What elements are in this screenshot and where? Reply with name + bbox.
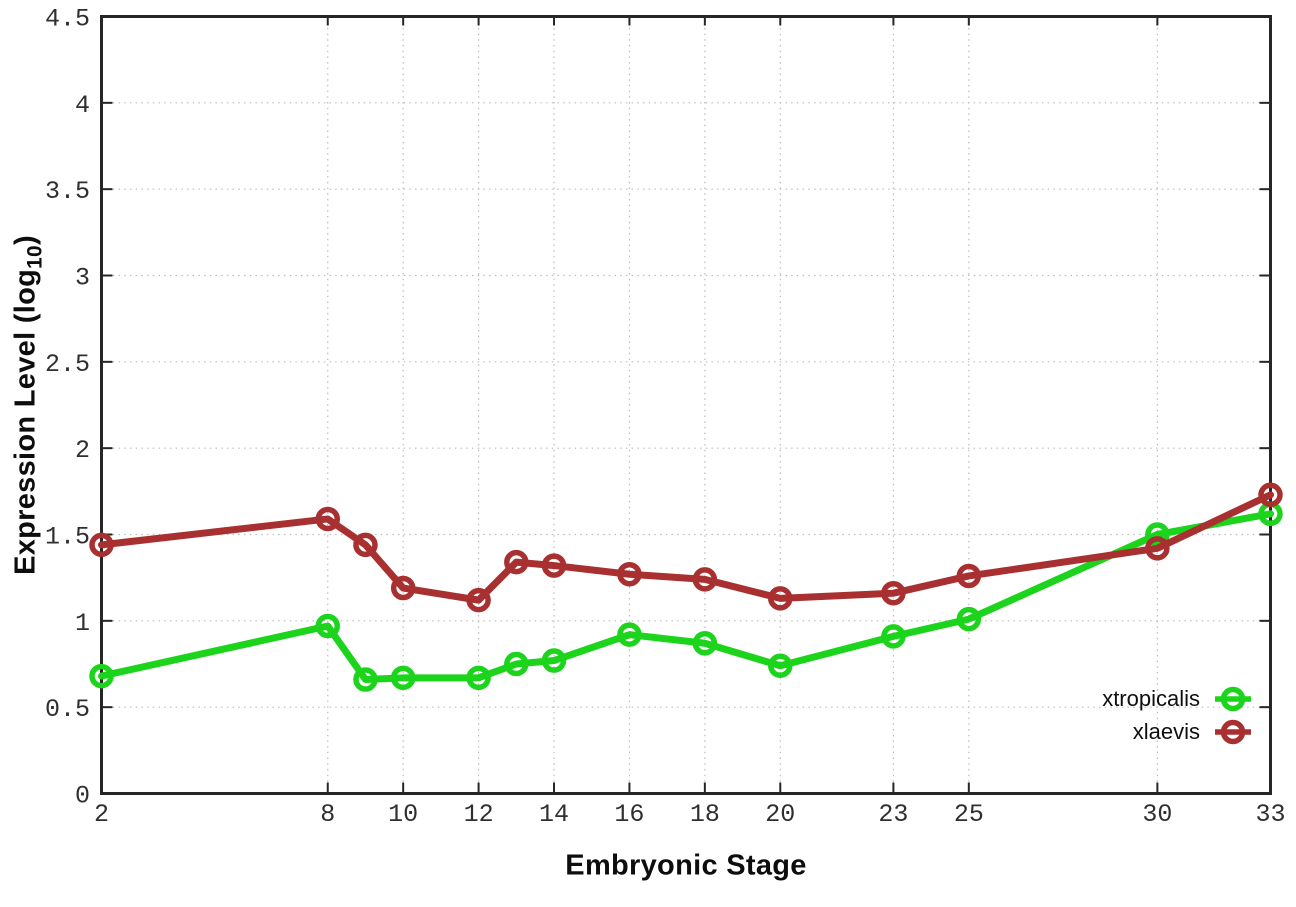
- data-point-xlaevis: [1258, 482, 1283, 508]
- x-tick-label: 8: [320, 800, 335, 829]
- x-tick-label: 20: [765, 800, 795, 829]
- y-tick-label: 3: [75, 264, 90, 293]
- x-tick-label: 2: [94, 800, 109, 829]
- data-point-xlaevis: [617, 561, 642, 587]
- y-axis-title: Expression Level (log10): [9, 235, 47, 575]
- y-tick-label: 2: [75, 436, 90, 465]
- data-point-xtropicalis: [881, 624, 906, 649]
- data-point-xlaevis: [89, 532, 114, 558]
- data-point-xtropicalis: [1145, 522, 1170, 547]
- data-point-xlaevis: [390, 575, 416, 601]
- x-tick-label: 12: [464, 800, 494, 829]
- data-point-xtropicalis: [541, 648, 567, 673]
- data-point-xtropicalis: [692, 631, 718, 656]
- y-tick-label: 4: [75, 91, 90, 120]
- x-tick-label: 14: [539, 800, 569, 829]
- series-line-xtropicalis: [98, 510, 1274, 684]
- y-tick-label: 1.5: [45, 523, 90, 552]
- data-point-xlaevis: [504, 549, 529, 575]
- data-point-xlaevis: [315, 506, 341, 532]
- series-line-xlaevis: [98, 491, 1274, 604]
- y-axis-title-subscript: 10: [23, 245, 47, 269]
- data-point-xlaevis: [1145, 536, 1170, 561]
- data-point-xtropicalis: [956, 606, 982, 632]
- data-point-xtropicalis: [466, 665, 491, 691]
- data-point-xtropicalis: [504, 651, 529, 677]
- y-tick-label: 2.5: [45, 350, 90, 379]
- x-tick-label: 30: [1142, 800, 1172, 829]
- legend-item-xlaevis: xlaevis: [1133, 717, 1254, 747]
- y-tick-label: 1: [75, 609, 90, 638]
- y-tick-label: 0: [75, 782, 90, 811]
- data-point-xlaevis: [466, 587, 491, 613]
- legend-label-xlaevis: xlaevis: [1132, 719, 1200, 744]
- data-point-xtropicalis: [315, 613, 341, 639]
- legend-label-xtropicalis: xtropicalis: [1102, 686, 1200, 711]
- legend-item-xtropicalis: xtropicalis: [1102, 684, 1254, 714]
- x-tick-label: 10: [388, 800, 418, 829]
- x-tick-label: 33: [1255, 800, 1285, 829]
- plot-border: [100, 15, 1272, 795]
- x-axis-title: Embryonic Stage: [565, 849, 807, 882]
- y-tick-label: 0.5: [45, 695, 90, 724]
- data-point-xtropicalis: [768, 653, 793, 678]
- data-point-xlaevis: [768, 586, 793, 611]
- y-axis-title-suffix: ): [9, 235, 42, 246]
- data-point-xlaevis: [956, 563, 982, 589]
- x-tick-label: 18: [690, 800, 720, 829]
- data-point-xtropicalis: [617, 622, 642, 647]
- x-tick-label: 23: [878, 800, 908, 829]
- data-point-xlaevis: [353, 532, 378, 558]
- data-point-xtropicalis: [353, 667, 378, 692]
- x-tick-label: 25: [954, 800, 984, 829]
- y-axis-title-text: Expression Level (log: [9, 268, 42, 575]
- legend-marker-open-circle-icon: [1215, 686, 1251, 712]
- data-point-xtropicalis: [89, 663, 114, 689]
- data-point-xtropicalis: [390, 665, 416, 691]
- x-tick-label: 16: [614, 800, 644, 829]
- y-tick-label: 4.5: [45, 5, 90, 34]
- data-point-xlaevis: [541, 553, 567, 578]
- data-point-xlaevis: [692, 567, 718, 592]
- data-point-xlaevis: [881, 580, 906, 606]
- y-tick-label: 3.5: [45, 177, 90, 206]
- legend-marker-open-circle-icon: [1215, 719, 1251, 745]
